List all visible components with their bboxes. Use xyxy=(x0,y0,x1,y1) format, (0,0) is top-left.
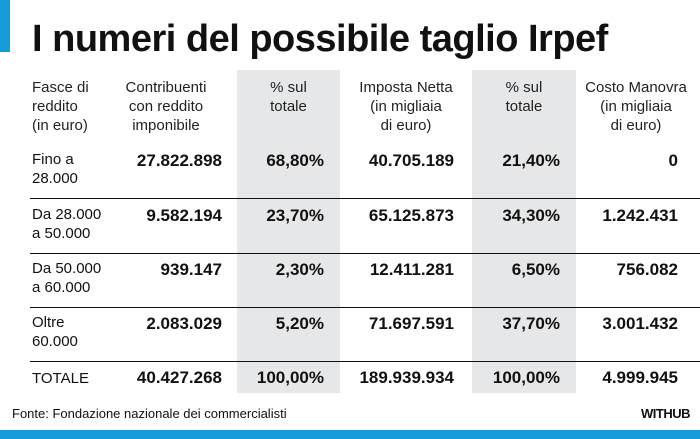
column-header: Costo Manovra (in migliaia di euro) xyxy=(585,79,687,134)
bottom-bar xyxy=(0,430,700,439)
cell-imposta: 189.939.934 xyxy=(359,368,454,387)
page-title: I numeri del possibile taglio Irpef xyxy=(32,18,608,60)
cell-pct1: 100,00% xyxy=(256,368,324,387)
row-label: Da 28.000 a 50.000 xyxy=(32,206,102,242)
row-divider xyxy=(30,198,700,199)
column-header: % sul totale xyxy=(270,79,307,115)
cell-imposta: 12.411.281 xyxy=(369,260,454,279)
cell-pct1: 5,20% xyxy=(275,314,324,333)
cell-pct2: 34,30% xyxy=(502,206,560,225)
cell-costo: 756.082 xyxy=(616,260,678,279)
row-divider xyxy=(30,307,700,308)
column-header: Fasce di reddito (in euro) xyxy=(32,79,89,134)
cell-costo: 4.999.945 xyxy=(602,368,678,387)
row-label: TOTALE xyxy=(32,370,89,387)
cell-imposta: 40.705.189 xyxy=(368,151,454,170)
cell-costo: 0 xyxy=(668,151,678,170)
cell-pct1: 2,30% xyxy=(275,260,324,279)
cell-imposta: 65.125.873 xyxy=(368,206,454,225)
shaded-column xyxy=(237,70,340,393)
column-header: % sul totale xyxy=(505,79,543,115)
brand-logo: WITHUB xyxy=(641,406,691,421)
cell-pct2: 37,70% xyxy=(502,314,560,333)
cell-pct2: 21,40% xyxy=(502,151,560,170)
cell-contribuenti: 40.427.268 xyxy=(136,368,222,387)
cell-contribuenti: 2.083.029 xyxy=(146,314,222,333)
row-label: Da 50.000 a 60.000 xyxy=(32,260,102,296)
cell-costo: 1.242.431 xyxy=(602,206,678,225)
column-header: Contribuenti con reddito imponibile xyxy=(125,79,207,134)
column-header: Imposta Netta (in migliaia di euro) xyxy=(359,79,453,134)
row-divider xyxy=(30,361,700,362)
cell-pct2: 6,50% xyxy=(511,260,560,279)
shaded-column xyxy=(472,70,576,393)
row-label: Fino a 28.000 xyxy=(32,151,78,187)
cell-imposta: 71.697.591 xyxy=(368,314,454,333)
cell-contribuenti: 9.582.194 xyxy=(146,206,222,225)
cell-pct1: 23,70% xyxy=(266,206,324,225)
cell-pct2: 100,00% xyxy=(492,368,560,387)
row-divider xyxy=(30,253,700,254)
row-label: Oltre 60.000 xyxy=(32,314,78,350)
cell-contribuenti: 27.822.898 xyxy=(136,151,222,170)
accent-bar xyxy=(0,0,10,52)
cell-pct1: 68,80% xyxy=(266,151,324,170)
source-note: Fonte: Fondazione nazionale dei commerci… xyxy=(12,406,287,421)
cell-costo: 3.001.432 xyxy=(602,314,678,333)
cell-contribuenti: 939.147 xyxy=(160,260,222,279)
